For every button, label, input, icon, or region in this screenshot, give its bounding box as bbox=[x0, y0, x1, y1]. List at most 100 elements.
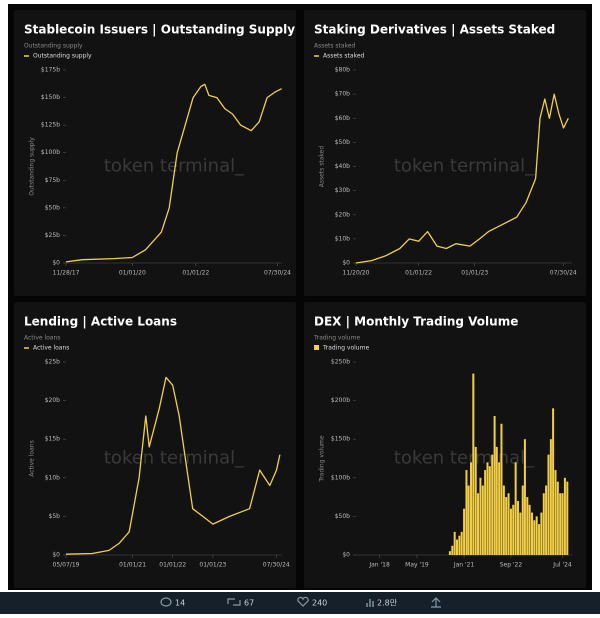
like-count: 240 bbox=[312, 599, 327, 608]
data-line bbox=[355, 93, 569, 264]
bar bbox=[488, 466, 491, 555]
chart-title: Lending | Active Loans bbox=[24, 315, 177, 329]
bar bbox=[498, 462, 501, 555]
bar bbox=[448, 551, 451, 555]
chart-subtitle: Assets staked bbox=[314, 43, 356, 50]
legend-label: Trading volume bbox=[322, 345, 369, 352]
bar bbox=[530, 512, 533, 555]
repost-count: 67 bbox=[244, 599, 254, 608]
repost-icon bbox=[227, 598, 241, 606]
y-tick-label: $50b bbox=[335, 513, 350, 520]
views-count: 2.8만 bbox=[377, 599, 398, 608]
y-tick-label: $0 bbox=[52, 552, 60, 559]
bar bbox=[451, 545, 454, 555]
bar bbox=[538, 524, 541, 555]
y-tick-label: $0 bbox=[52, 260, 60, 267]
share-button[interactable] bbox=[431, 597, 441, 608]
bar bbox=[486, 462, 489, 555]
bar bbox=[547, 454, 550, 555]
y-tick-label: $200b bbox=[331, 397, 350, 404]
y-tick-label: $50b bbox=[335, 139, 350, 146]
x-tick-label: May '19 bbox=[405, 562, 429, 569]
x-tick-label: 01/01/20 bbox=[119, 270, 146, 277]
x-tick-label: 01/01/22 bbox=[405, 270, 432, 277]
y-axis-label: Outstanding supply bbox=[29, 137, 36, 196]
y-tick-label: $30b bbox=[335, 187, 350, 194]
bar bbox=[500, 423, 503, 555]
x-tick-label: Jul '24 bbox=[552, 562, 572, 569]
chart-subtitle: Outstanding supply bbox=[24, 43, 83, 50]
bar bbox=[556, 481, 559, 555]
y-axis-label: Trading volume bbox=[319, 435, 326, 482]
x-tick-label: Jan '21 bbox=[453, 562, 475, 569]
bar bbox=[477, 493, 480, 555]
y-tick-label: $0 bbox=[342, 260, 350, 267]
bar bbox=[563, 477, 566, 555]
x-tick-label: 11/20/20 bbox=[343, 270, 370, 277]
bar bbox=[528, 504, 531, 555]
x-tick-label: 07/30/24 bbox=[550, 270, 577, 277]
watermark: token terminal_ bbox=[394, 156, 535, 177]
bar bbox=[507, 493, 510, 555]
bar bbox=[493, 416, 496, 555]
bar bbox=[554, 470, 557, 555]
bar bbox=[566, 481, 569, 555]
bar bbox=[535, 516, 538, 555]
y-tick-label: $20b bbox=[45, 397, 60, 404]
chart-title: DEX | Monthly Trading Volume bbox=[314, 315, 518, 329]
x-tick-label: 01/01/23 bbox=[461, 270, 488, 277]
y-tick-label: $25b bbox=[45, 232, 60, 239]
bar bbox=[526, 497, 529, 555]
y-tick-label: $10b bbox=[45, 474, 60, 481]
data-line bbox=[65, 376, 281, 555]
x-tick-label: Jan '18 bbox=[368, 562, 390, 569]
x-tick-label: 01/01/21 bbox=[119, 562, 146, 569]
chart-subtitle: Trading volume bbox=[313, 335, 360, 342]
like-button[interactable]: 240 bbox=[297, 596, 327, 608]
y-tick-label: $70b bbox=[335, 91, 350, 98]
bar bbox=[470, 462, 473, 555]
y-tick-label: $150b bbox=[331, 436, 350, 443]
bar bbox=[505, 497, 508, 555]
bar bbox=[474, 446, 477, 555]
y-tick-label: $125b bbox=[41, 122, 60, 129]
y-tick-label: $25b bbox=[45, 359, 60, 366]
bar bbox=[561, 493, 564, 555]
y-tick-label: $80b bbox=[335, 67, 350, 74]
legend-swatch bbox=[314, 345, 319, 350]
x-tick-label: 07/30/24 bbox=[263, 562, 290, 569]
bar bbox=[453, 531, 456, 555]
bar bbox=[523, 439, 526, 555]
y-tick-label: $0 bbox=[342, 552, 350, 559]
watermark: token terminal_ bbox=[104, 448, 245, 469]
legend-label: Outstanding supply bbox=[33, 53, 92, 60]
like-icon bbox=[297, 596, 309, 607]
y-tick-label: $100b bbox=[41, 149, 60, 156]
bar bbox=[465, 470, 468, 555]
bar bbox=[559, 493, 562, 555]
y-axis-label: Assets staked bbox=[319, 146, 326, 188]
bar bbox=[516, 500, 519, 555]
bar bbox=[484, 470, 487, 555]
reply-button[interactable]: 14 bbox=[160, 597, 185, 608]
y-tick-label: $150b bbox=[41, 94, 60, 101]
data-line bbox=[65, 83, 282, 263]
bar bbox=[549, 439, 552, 555]
y-tick-label: $250b bbox=[331, 359, 350, 366]
bar bbox=[458, 535, 461, 555]
chart-title: Staking Derivatives | Assets Staked bbox=[314, 23, 555, 37]
bar bbox=[491, 454, 494, 555]
bar bbox=[472, 373, 475, 555]
repost-button[interactable]: 67 bbox=[227, 598, 254, 608]
views-button[interactable]: 2.8만 bbox=[366, 599, 398, 608]
x-tick-label: 01/01/22 bbox=[182, 270, 209, 277]
bar bbox=[502, 485, 505, 555]
watermark: token terminal_ bbox=[104, 156, 245, 177]
bar bbox=[455, 539, 458, 555]
y-axis-label: Active loans bbox=[29, 440, 36, 476]
x-tick-label: 01/01/22 bbox=[159, 562, 186, 569]
x-tick-label: 07/30/24 bbox=[264, 270, 291, 277]
views-icon bbox=[366, 599, 374, 607]
bar bbox=[512, 504, 515, 555]
